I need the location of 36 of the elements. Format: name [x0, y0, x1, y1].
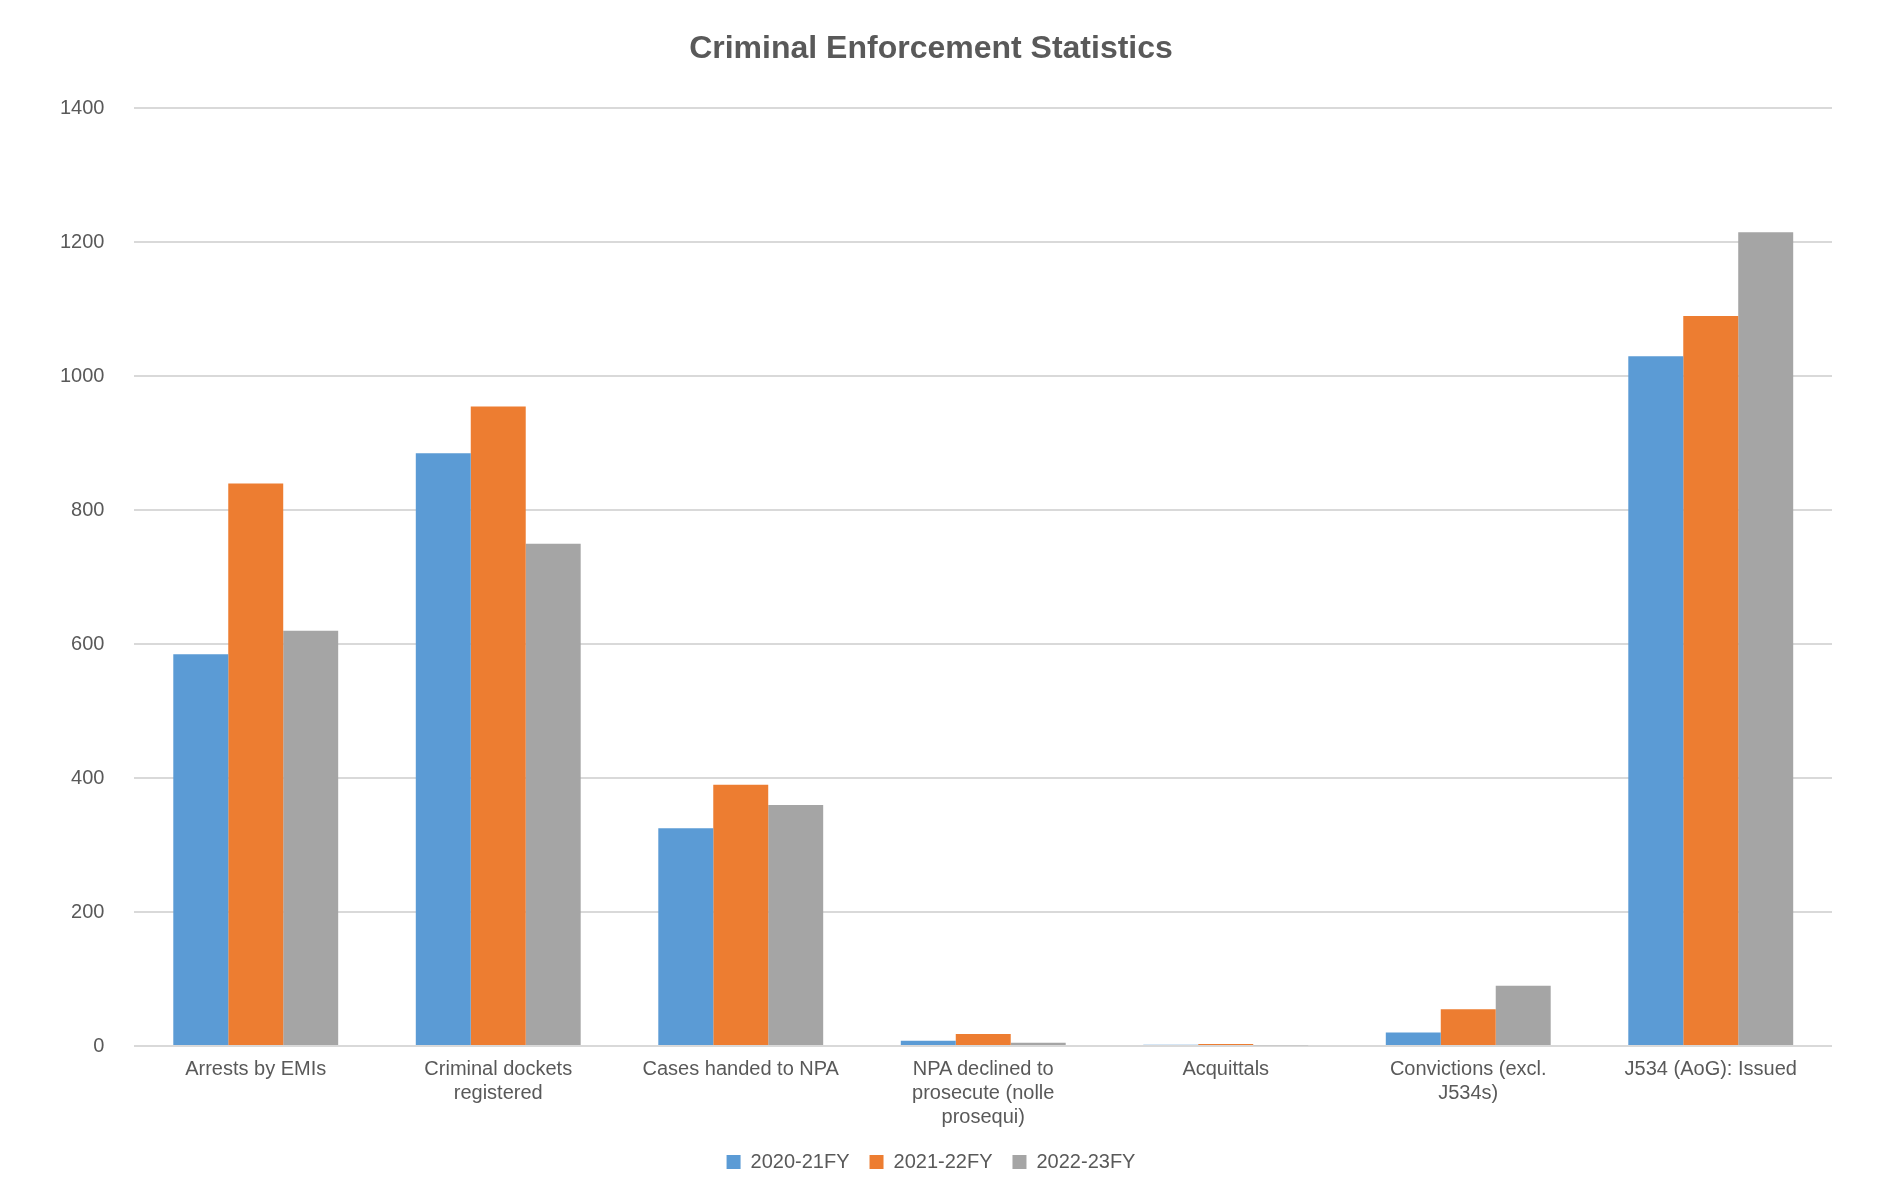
- x-tick-label: NPA declined to prosecute (nolle prosequi): [912, 1056, 1055, 1127]
- bar: [173, 654, 229, 1045]
- y-tick-label: 800: [71, 497, 105, 520]
- y-tick-label: 0: [93, 1033, 105, 1056]
- y-tick-label: 200: [71, 899, 105, 922]
- x-tick-label: Convictions (excl. J534s): [1389, 1056, 1547, 1103]
- legend-label: 2020-21FY: [750, 1149, 850, 1172]
- bar: [1495, 985, 1551, 1045]
- bar: [955, 1033, 1011, 1045]
- bar: [415, 453, 471, 1045]
- x-tick-label: Cases handed to NPA: [642, 1056, 840, 1079]
- y-tick-label: 1400: [59, 95, 105, 118]
- bar: [228, 483, 284, 1045]
- bar: [525, 543, 581, 1045]
- bar: [1738, 232, 1794, 1045]
- chart-title: Criminal Enforcement Statistics: [689, 29, 1173, 66]
- y-tick-label: 1200: [59, 229, 105, 252]
- x-tick-label: Acquittals: [1182, 1056, 1270, 1079]
- x-tick-label: Arrests by EMIs: [185, 1056, 327, 1079]
- y-tick-label: 400: [71, 765, 105, 788]
- bar: [1628, 356, 1684, 1045]
- legend-label: 2021-22FY: [893, 1149, 993, 1172]
- bar: [658, 828, 714, 1045]
- x-tick-label: J534 (AoG): Issued: [1624, 1056, 1797, 1079]
- bar: [1385, 1032, 1441, 1045]
- x-tick-label: Criminal dockets registered: [424, 1056, 573, 1103]
- bar: [1440, 1009, 1496, 1045]
- bar: [283, 630, 339, 1045]
- legend-label: 2022-23FY: [1036, 1149, 1136, 1172]
- bar: [768, 804, 824, 1045]
- y-tick-label: 1000: [59, 363, 105, 386]
- bar: [1683, 316, 1739, 1045]
- y-tick-label: 600: [71, 631, 105, 654]
- bar: [713, 784, 769, 1045]
- bar: [900, 1040, 956, 1045]
- bar: [470, 406, 526, 1045]
